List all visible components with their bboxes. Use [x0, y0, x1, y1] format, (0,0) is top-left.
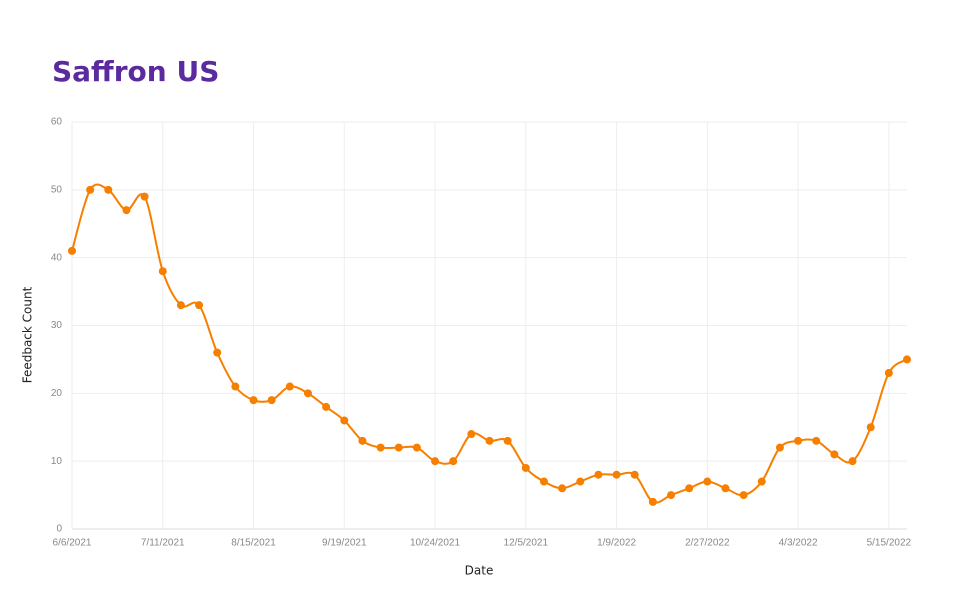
x-tick-label: 10/24/2021 [410, 538, 460, 549]
data-point [267, 396, 276, 405]
data-point [812, 436, 821, 445]
y-tick-label: 30 [51, 320, 63, 331]
data-point [830, 450, 839, 459]
data-point [358, 436, 367, 445]
series-line [71, 183, 908, 504]
x-tick-label: 6/6/2021 [53, 538, 92, 549]
data-point [594, 470, 603, 479]
data-point [503, 436, 512, 445]
y-axis-label: Feedback Count [21, 286, 35, 383]
data-point [485, 436, 494, 445]
x-tick-label: 1/9/2022 [597, 538, 636, 549]
data-point [140, 192, 149, 201]
data-point [195, 301, 204, 310]
data-point [757, 477, 766, 486]
data-point [431, 457, 440, 466]
data-point [576, 477, 585, 486]
data-point [848, 457, 857, 466]
data-point [176, 301, 185, 310]
data-point [249, 396, 258, 405]
data-point [866, 423, 875, 432]
y-tick-label: 20 [51, 388, 63, 399]
data-point [231, 382, 240, 391]
x-tick-label: 2/27/2022 [685, 538, 730, 549]
x-tick-label: 5/15/2022 [867, 538, 912, 549]
y-tick-label: 40 [51, 252, 63, 263]
data-point [667, 491, 676, 500]
data-point [394, 443, 403, 452]
data-point [303, 389, 312, 398]
data-point [285, 382, 294, 391]
y-tick-label: 50 [51, 184, 63, 195]
x-tick-label: 12/5/2021 [504, 538, 549, 549]
data-point [521, 463, 530, 472]
data-point [86, 185, 95, 194]
data-point [158, 267, 167, 276]
data-point [412, 443, 421, 452]
data-point [104, 185, 113, 194]
data-point [449, 457, 458, 466]
data-point [739, 491, 748, 500]
data-point [539, 477, 548, 486]
y-tick-label: 0 [56, 524, 62, 535]
data-point [721, 484, 730, 493]
x-tick-label: 8/15/2021 [231, 538, 276, 549]
data-point [648, 497, 657, 506]
data-point [685, 484, 694, 493]
data-point [884, 368, 893, 377]
x-tick-label: 4/3/2022 [779, 538, 818, 549]
data-point [558, 484, 567, 493]
data-point [794, 436, 803, 445]
data-point [122, 206, 131, 215]
data-point [68, 246, 76, 255]
data-point [322, 402, 331, 411]
x-tick-label: 7/11/2021 [141, 538, 185, 549]
data-point [340, 416, 349, 425]
data-point [903, 355, 911, 364]
data-point [703, 477, 712, 486]
y-tick-label: 60 [51, 117, 63, 128]
x-tick-label: 9/19/2021 [322, 538, 367, 549]
chart-title: Saffron US [52, 55, 219, 88]
data-point [213, 348, 222, 357]
y-tick-label: 10 [51, 456, 63, 467]
data-point [612, 470, 621, 479]
data-point [630, 470, 639, 479]
data-point [376, 443, 385, 452]
data-point [775, 443, 784, 452]
x-axis-label: Date [465, 564, 494, 578]
data-point [467, 430, 476, 439]
